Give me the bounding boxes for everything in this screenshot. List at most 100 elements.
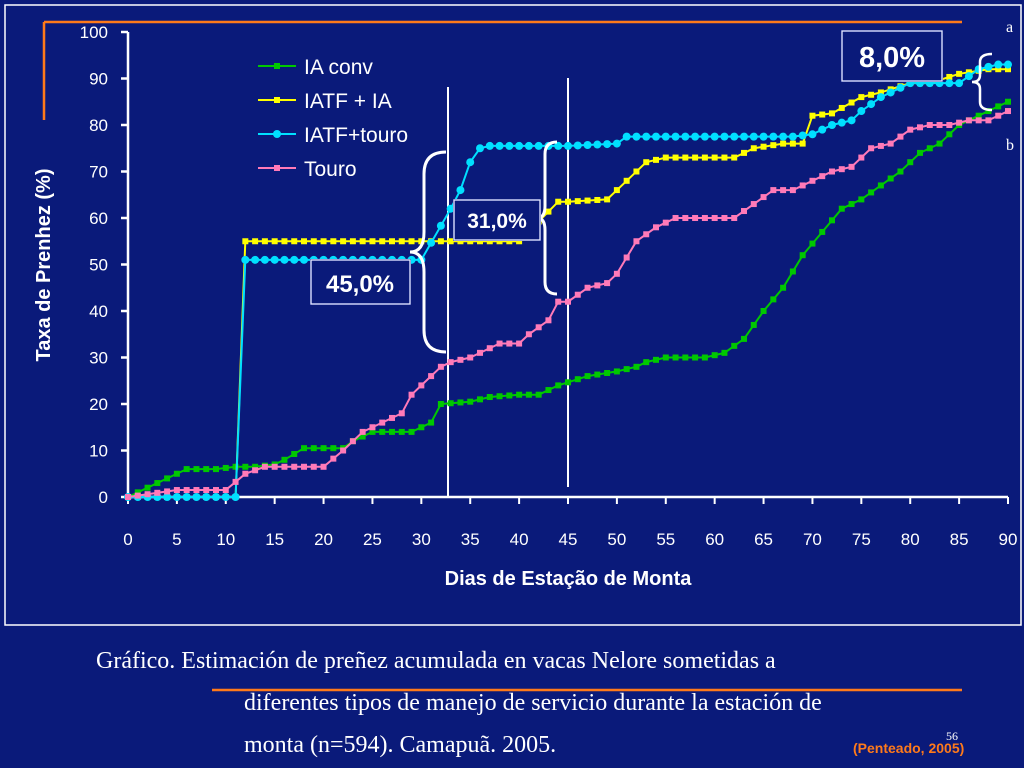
series-point-0 [623,366,630,373]
series-point-3 [770,187,777,194]
series-point-1 [574,198,581,205]
series-point-3 [623,254,630,261]
legend-marker [274,97,280,103]
series-point-0 [1005,98,1011,105]
series-point-1 [829,110,835,117]
series-point-3 [750,201,757,208]
series-point-0 [877,182,884,189]
series-point-3 [369,424,376,431]
series-point-0 [819,228,826,235]
series-point-0 [486,394,493,401]
series-point-0 [887,175,894,182]
x-tick-label: 10 [216,530,235,549]
series-point-0 [232,463,239,470]
series-point-1 [467,238,474,245]
y-tick-label: 100 [80,23,108,42]
series-point-0 [760,308,767,314]
series-point-0 [428,419,435,426]
series-point-2 [759,132,768,141]
series-point-1 [389,238,395,245]
series-point-1 [838,104,845,111]
series-point-2 [524,141,533,150]
series-point-0 [780,284,787,291]
series-point-0 [907,159,914,166]
y-tick-label: 10 [89,442,108,461]
series-point-1 [662,154,669,161]
series-point-2 [671,132,680,141]
x-tick-label: 45 [559,530,578,549]
chart-frame [4,4,1022,626]
series-point-1 [584,197,591,204]
series-point-1 [653,156,659,163]
series-point-3 [692,215,699,221]
series-point-1 [956,70,963,77]
series-point-3 [946,122,953,128]
series-point-1 [672,154,679,161]
series-point-2 [172,493,181,501]
series-point-0 [701,354,708,361]
series-point-3 [604,280,611,287]
series-point-3 [428,373,435,380]
series-point-0 [917,149,923,156]
superscript-a: a [1006,19,1013,36]
series-point-2 [740,132,748,141]
series-point-0 [692,354,699,361]
series-point-3 [496,340,503,347]
series-point-2 [456,186,465,195]
series-point-1 [780,140,787,147]
series-point-3 [320,463,327,470]
series-point-1 [711,154,718,161]
series-point-2 [945,79,954,88]
series-point-0 [789,268,796,275]
series-point-2 [828,121,836,129]
series-point-0 [291,450,298,457]
series-point-2 [436,221,445,230]
series-point-1 [682,154,689,161]
legend-label: Touro [304,158,357,181]
series-point-0 [995,103,1002,110]
y-tick-label: 50 [89,256,108,275]
series-point-2 [769,132,778,141]
series-point-3 [349,438,356,445]
series-point-3 [222,487,229,494]
series-point-3 [535,324,542,331]
series-point-3 [907,126,914,133]
series-point-2 [681,132,690,141]
y-tick-label: 0 [99,488,108,507]
series-point-1 [760,143,767,150]
series-point-2 [876,93,885,102]
series-point-3 [858,154,865,161]
series-point-2 [427,238,436,247]
legend-marker [274,165,280,171]
series-point-2 [720,132,729,141]
annotation-8: 8,0% [841,30,943,82]
series-point-3 [506,340,513,347]
series-point-1 [613,187,620,194]
series-point-0 [379,428,386,435]
x-tick-label: 75 [852,530,871,549]
series-point-1 [340,238,347,245]
series-point-2 [710,132,719,141]
series-point-0 [173,470,180,477]
series-point-2 [182,493,191,501]
series-point-1 [701,154,708,161]
series-point-2 [446,204,455,213]
series-point-1 [633,168,640,175]
series-point-1 [496,238,503,245]
series-point-0 [604,370,611,376]
series-point-2 [485,141,494,150]
series-point-2 [749,132,758,141]
series-point-3 [829,168,835,175]
series-point-2 [300,255,308,264]
series-point-2 [280,255,289,264]
series-point-2 [632,132,641,141]
annotation-31-label: 31,0% [467,210,527,233]
brace-45 [409,150,447,354]
series-point-3 [965,117,972,124]
y-axis-title: Taxa de Prenhez (%) [33,168,55,361]
series-point-1 [858,94,865,101]
series-point-2 [515,141,524,150]
series-point-2 [886,88,895,97]
series-point-0 [389,428,395,435]
